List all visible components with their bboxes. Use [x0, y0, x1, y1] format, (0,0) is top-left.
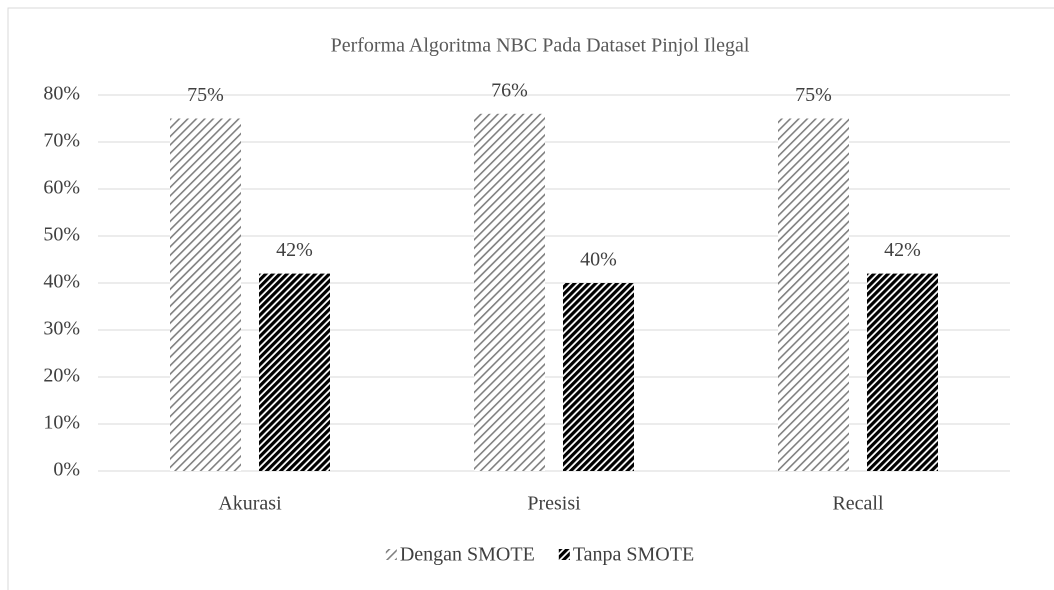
- chart-title: Performa Algoritma NBC Pada Dataset Pinj…: [331, 35, 750, 57]
- y-tick-label: 10%: [43, 412, 80, 434]
- legend-swatch: [558, 549, 570, 560]
- y-tick-label: 70%: [43, 130, 80, 152]
- data-label: 42%: [884, 239, 921, 261]
- legend-swatch: [385, 549, 397, 560]
- bar: [778, 118, 849, 471]
- data-label: 75%: [795, 84, 832, 106]
- y-tick-label: 50%: [43, 224, 80, 246]
- x-tick-label: Akurasi: [218, 493, 282, 515]
- y-tick-label: 30%: [43, 318, 80, 340]
- bar: [259, 273, 330, 471]
- data-label: 42%: [276, 239, 313, 261]
- x-tick-label: Recall: [832, 493, 884, 515]
- legend-label: Dengan SMOTE: [400, 544, 535, 566]
- chart-border: [7, 7, 1054, 590]
- bar: [474, 113, 545, 472]
- bar: [170, 118, 241, 471]
- bar: [563, 283, 634, 471]
- y-tick-label: 40%: [43, 271, 80, 293]
- data-label: 76%: [491, 79, 528, 101]
- bar: [867, 273, 938, 471]
- data-label: 75%: [187, 84, 224, 106]
- y-tick-label: 80%: [43, 83, 80, 105]
- legend-label: Tanpa SMOTE: [573, 544, 694, 566]
- legend: Dengan SMOTE Tanpa SMOTE: [385, 544, 694, 566]
- data-label: 40%: [580, 249, 617, 271]
- x-tick-label: Presisi: [527, 493, 581, 515]
- y-tick-label: 0%: [53, 459, 80, 481]
- y-tick-label: 60%: [43, 177, 80, 199]
- y-tick-label: 20%: [43, 365, 80, 387]
